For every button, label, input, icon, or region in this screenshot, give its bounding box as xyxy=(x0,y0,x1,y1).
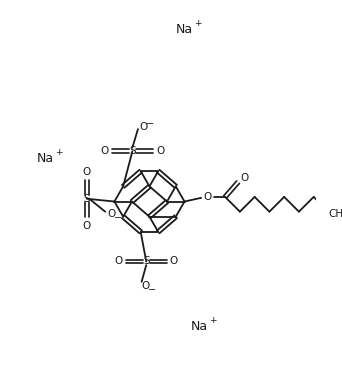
Text: O: O xyxy=(83,220,91,230)
Text: CH: CH xyxy=(328,209,342,219)
Text: S: S xyxy=(143,256,149,266)
Text: O: O xyxy=(141,281,149,291)
Text: +: + xyxy=(194,19,201,28)
Text: Na: Na xyxy=(175,22,193,35)
Text: −: − xyxy=(148,285,156,295)
Text: O: O xyxy=(107,209,116,219)
Text: O: O xyxy=(203,192,212,202)
Text: O: O xyxy=(170,256,178,266)
Text: −: − xyxy=(114,213,122,223)
Text: O: O xyxy=(83,167,91,177)
Text: O: O xyxy=(101,146,109,156)
Text: Na: Na xyxy=(191,319,208,333)
Text: −: − xyxy=(146,118,154,128)
Text: +: + xyxy=(209,316,217,325)
Text: S: S xyxy=(83,194,90,204)
Text: Na: Na xyxy=(37,152,54,164)
Text: O: O xyxy=(139,122,148,132)
Text: +: + xyxy=(55,148,63,157)
Text: O: O xyxy=(115,256,123,266)
Text: O: O xyxy=(156,146,164,156)
Text: O: O xyxy=(240,173,249,184)
Text: S: S xyxy=(129,146,136,156)
